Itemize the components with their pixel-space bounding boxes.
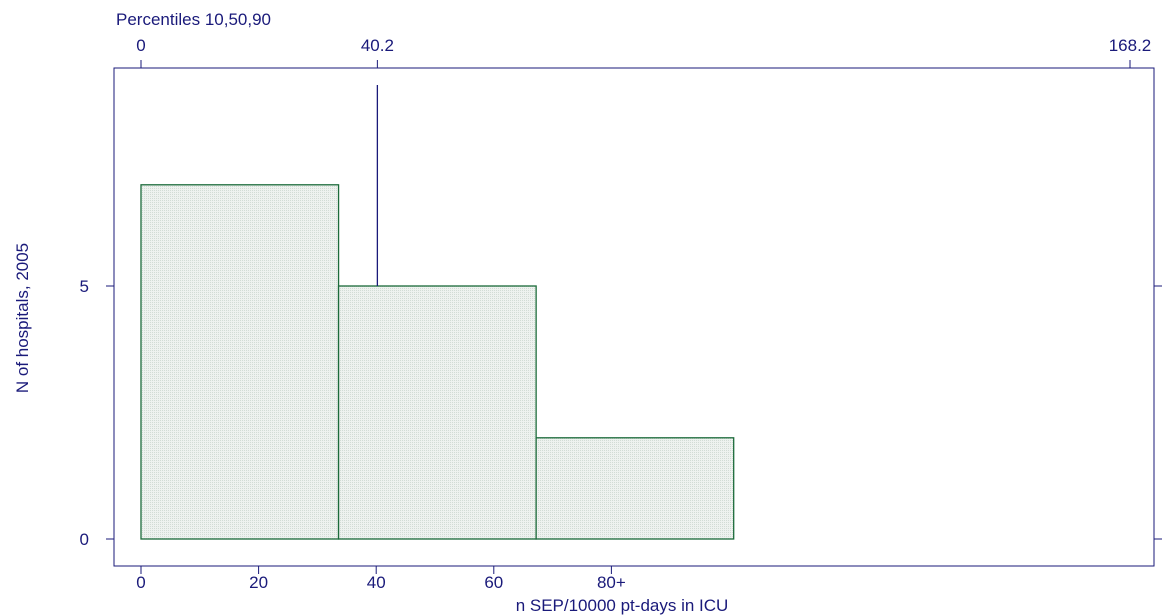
plot-frame <box>113 67 1155 567</box>
x-tick-label: 20 <box>249 573 268 592</box>
percentile-label: 168.2 <box>1109 36 1152 55</box>
y-tick-label: 0 <box>80 530 89 549</box>
x-tick-label: 0 <box>136 573 145 592</box>
percentile-label: 0 <box>136 36 145 55</box>
x-tick-label: 60 <box>484 573 503 592</box>
x-axis-title: n SEP/10000 pt-days in ICU <box>516 596 729 615</box>
y-tick-label: 5 <box>80 277 89 296</box>
axes-layer: 0 20 40 60 80+ 0 40.2 168.2 0 5 <box>80 36 1162 592</box>
y-axis-title: N of hospitals, 2005 <box>13 243 32 393</box>
histogram-bar <box>535 437 735 540</box>
bars-layer <box>140 184 735 540</box>
histogram-bar <box>337 285 537 540</box>
x-tick-label: 80+ <box>597 573 626 592</box>
percentile-label: 40.2 <box>361 36 394 55</box>
x-tick-label: 40 <box>367 573 386 592</box>
top-axis-title: Percentiles 10,50,90 <box>116 10 271 29</box>
histogram-bar <box>140 184 340 540</box>
